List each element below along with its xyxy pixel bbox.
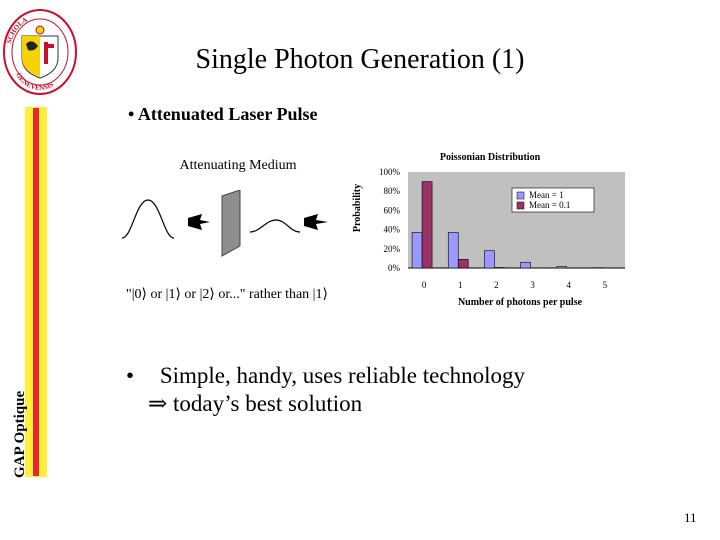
arrow-right-icon <box>188 214 210 230</box>
chart-x-tick-label: 2 <box>494 280 499 290</box>
input-pulse-wave <box>121 199 175 239</box>
poissonian-distribution-chart: Poissonian Distribution Probability Numb… <box>352 152 625 308</box>
arrow-right-icon <box>304 214 328 230</box>
chart-y-tick-label: 60% <box>384 205 401 215</box>
bullet-attenuated-laser-pulse: • Attenuated Laser Pulse <box>128 104 318 125</box>
chart-bar-mean-0-1 <box>457 259 469 269</box>
side-label: GAP Optique <box>12 390 28 478</box>
chart-y-tick-label: 100% <box>379 167 401 177</box>
chart-plot-area <box>408 172 625 268</box>
chart-y-tick-label: 40% <box>384 225 401 235</box>
attenuating-medium-plate <box>221 190 241 257</box>
bullet-symbol: • <box>126 363 135 388</box>
bullet-simple-handy: • Simple, handy, uses reliable technolog… <box>126 362 525 418</box>
chart-x-axis-label: Number of photons per pulse <box>458 297 583 308</box>
bullet-text: Attenuated Laser Pulse <box>137 104 318 124</box>
slide-title: Single Photon Generation (1) <box>195 44 525 75</box>
legend-label: Mean = 0.1 <box>529 200 570 210</box>
chart-title: Poissonian Distribution <box>440 152 541 163</box>
chart-bar-mean-1 <box>447 232 459 269</box>
chart-bar-mean-1 <box>484 250 495 269</box>
chart-y-tick-label: 20% <box>384 244 401 254</box>
page-number: 11 <box>684 510 697 525</box>
chart-x-tick-label: 3 <box>530 280 535 290</box>
chart-x-tick-label: 1 <box>458 280 463 290</box>
output-pulse-wave <box>249 219 301 233</box>
chart-bar-mean-0-1 <box>421 181 433 269</box>
university-seal-logo: SCHOLA GENEVENSIS <box>3 9 77 95</box>
chart-bar-mean-1 <box>520 261 531 269</box>
chart-legend-box <box>511 187 595 213</box>
bullet-symbol: • <box>128 104 135 124</box>
chart-x-tick-label: 4 <box>567 280 572 290</box>
legend-label: Mean = 1 <box>529 190 564 200</box>
chart-x-tick-label: 5 <box>603 280 608 290</box>
bullet-text-line2: ⇒ today’s best solution <box>148 391 363 416</box>
legend-swatch <box>516 191 525 200</box>
photon-number-states-text: "|0⟩ or |1⟩ or |2⟩ or..." rather than |1… <box>126 287 328 302</box>
attenuation-diagram <box>121 190 328 257</box>
chart-x-tick-label: 0 <box>422 280 427 290</box>
chart-bar-mean-1 <box>411 232 423 269</box>
legend-swatch <box>516 201 525 210</box>
chart-bar-mean-1 <box>556 266 568 269</box>
side-bar-red <box>33 108 39 476</box>
chart-y-tick-label: 0% <box>388 263 401 273</box>
chart-y-axis-label: Probability <box>352 184 363 232</box>
chart-y-tick-label: 80% <box>384 186 401 196</box>
bullet-text-line1: Simple, handy, uses reliable technology <box>159 363 525 388</box>
attenuating-medium-label: Attenuating Medium <box>179 158 297 173</box>
